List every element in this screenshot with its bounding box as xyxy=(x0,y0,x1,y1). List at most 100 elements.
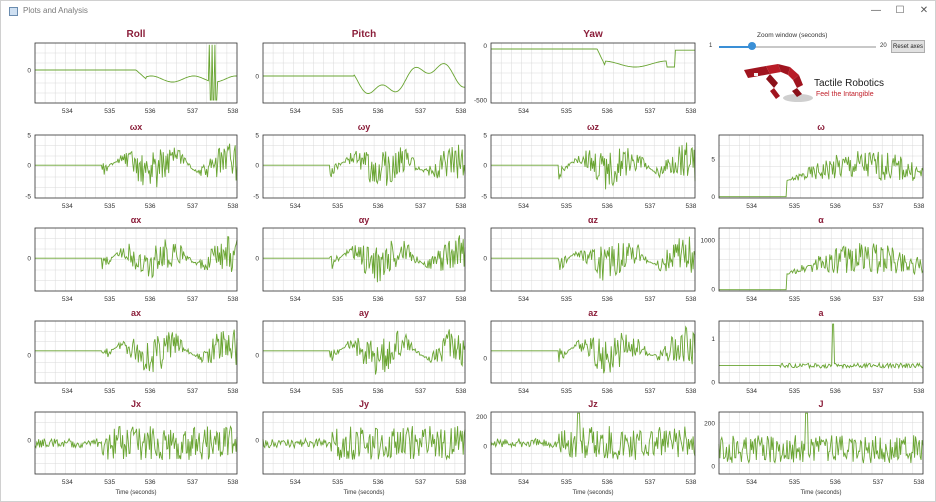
plot-area[interactable]: 534 535 536 537 538 0 xyxy=(255,42,467,115)
series-line xyxy=(491,236,696,281)
x-tick-label: 536 xyxy=(602,479,613,486)
x-tick-label: 538 xyxy=(685,108,696,115)
x-tick-label: 536 xyxy=(830,388,841,395)
plot-frame xyxy=(490,320,696,384)
plot-title: ay xyxy=(358,308,369,318)
plot-a: a 534 535 536 537 538 1 0 xyxy=(711,308,925,395)
plot-area[interactable]: 534 535 536 537 538 0 xyxy=(27,227,239,303)
logo-name: Tactile Robotics xyxy=(814,78,885,89)
zoom-slider-thumb[interactable] xyxy=(748,42,757,50)
plot-frame xyxy=(490,227,696,292)
x-tick-label: 534 xyxy=(518,388,529,395)
plot-area[interactable]: 534 535 536 537 538 5 0 -5 xyxy=(253,133,467,211)
plot-area[interactable]: 534 535 536 537 538 0 xyxy=(483,320,697,395)
plot-area[interactable]: 534 535 536 537 538 0 xyxy=(27,320,239,395)
x-tick-label: 536 xyxy=(145,388,156,395)
plot-area[interactable]: 534 535 536 537 538 5 0 -5 xyxy=(481,133,697,211)
x-tick-label: 538 xyxy=(228,108,239,115)
plot-area[interactable]: 534 535 536 537 538 200 0 Time (seconds) xyxy=(476,411,697,496)
plot-area[interactable]: 534 535 536 537 538 1000 0 xyxy=(701,227,925,303)
x-tick-label: 534 xyxy=(290,108,301,115)
y-tick-label: -500 xyxy=(474,98,487,105)
series-line xyxy=(719,151,924,198)
x-tick-label: 535 xyxy=(332,388,343,395)
x-axis-label: Time (seconds) xyxy=(800,490,841,496)
plot-area[interactable]: 534 535 536 537 538 0 xyxy=(27,42,239,115)
x-tick-label: 536 xyxy=(602,296,613,303)
x-tick-label: 537 xyxy=(645,388,656,395)
plot-jy: Jy 534 535 536 537 538 0 Time (seconds) xyxy=(255,399,467,496)
y-tick-label: -5 xyxy=(25,194,31,201)
plot-area[interactable]: 534 535 536 537 538 0 xyxy=(483,227,697,303)
x-tick-label: 537 xyxy=(187,296,198,303)
zoom-slider-track[interactable] xyxy=(719,46,876,48)
y-tick-label: 0 xyxy=(483,163,487,170)
x-tick-label: 537 xyxy=(873,296,884,303)
x-tick-label: 535 xyxy=(332,479,343,486)
plot-area[interactable]: 534 535 536 537 538 0 Time (seconds) xyxy=(255,411,467,496)
plot-title: ωx xyxy=(129,122,143,132)
plot-area[interactable]: 534 535 536 537 538 0 -500 xyxy=(474,42,697,115)
plot-area[interactable]: 534 535 536 537 538 0 xyxy=(255,227,467,303)
plot-jx: Jx 534 535 536 537 538 0 Time (seconds) xyxy=(27,399,239,496)
x-tick-label: 538 xyxy=(228,296,239,303)
x-tick-label: 537 xyxy=(645,479,656,486)
x-tick-label: 538 xyxy=(456,479,467,486)
x-tick-label: 534 xyxy=(518,203,529,210)
y-tick-label: 0 xyxy=(27,437,31,444)
maximize-button[interactable]: ☐ xyxy=(895,5,905,16)
reset-axes-button[interactable]: Reset axes xyxy=(891,40,925,53)
close-button[interactable]: ✕ xyxy=(919,5,929,16)
x-tick-label: 537 xyxy=(415,296,426,303)
plot-area[interactable]: 534 535 536 537 538 5 0 xyxy=(711,134,925,210)
zoom-max-label: 20 xyxy=(880,43,887,49)
x-tick-label: 538 xyxy=(685,479,696,486)
x-tick-label: 535 xyxy=(104,388,115,395)
zoom-control: Zoom window (seconds) 1 20 Reset axes xyxy=(709,29,929,59)
plot-frame xyxy=(262,134,466,199)
y-tick-label: 0 xyxy=(255,163,259,170)
plot-area[interactable]: 534 535 536 537 538 1 0 xyxy=(711,320,925,395)
plot-area[interactable]: 534 535 536 537 538 0 xyxy=(255,320,467,395)
plot-frame xyxy=(490,134,696,199)
plot-frame xyxy=(262,227,466,292)
series-line xyxy=(491,48,695,68)
x-tick-label: 538 xyxy=(685,203,696,210)
x-tick-label: 535 xyxy=(789,479,800,486)
plot-area[interactable]: 534 535 536 537 538 200 0 Time (seconds) xyxy=(704,411,925,496)
x-tick-label: 535 xyxy=(789,388,800,395)
x-tick-label: 534 xyxy=(746,479,757,486)
plot-area[interactable]: 534 535 536 537 538 0 Time (seconds) xyxy=(27,411,239,496)
y-tick-label: 0 xyxy=(711,463,715,470)
series-line xyxy=(491,325,696,374)
plot-ax_: αx 534 535 536 537 538 0 xyxy=(27,215,239,303)
y-tick-label: 0 xyxy=(255,74,259,81)
x-tick-label: 535 xyxy=(561,203,572,210)
x-tick-label: 537 xyxy=(645,108,656,115)
title-bar: Plots and Analysis — ☐ ✕ xyxy=(1,1,935,23)
x-tick-label: 537 xyxy=(645,203,656,210)
x-tick-label: 534 xyxy=(290,203,301,210)
x-tick-label: 537 xyxy=(415,388,426,395)
x-tick-label: 537 xyxy=(415,479,426,486)
plot-frame xyxy=(34,227,238,292)
plot-wy: ωy 534 535 536 537 538 5 0 -5 xyxy=(253,122,467,211)
x-tick-label: 534 xyxy=(290,388,301,395)
x-tick-label: 538 xyxy=(228,479,239,486)
plot-title: Pitch xyxy=(351,29,377,40)
plot-title: Roll xyxy=(126,29,146,40)
minimize-button[interactable]: — xyxy=(871,5,881,16)
series-line xyxy=(35,236,238,279)
x-tick-label: 534 xyxy=(62,388,73,395)
plot-yaw: Yaw 534 535 536 537 538 0 -500 xyxy=(474,29,697,115)
plot-frame xyxy=(490,411,696,475)
x-tick-label: 538 xyxy=(456,388,467,395)
x-tick-label: 538 xyxy=(913,296,924,303)
y-tick-label: 0 xyxy=(27,353,31,360)
x-tick-label: 535 xyxy=(561,296,572,303)
x-tick-label: 535 xyxy=(561,388,572,395)
x-tick-label: 536 xyxy=(602,203,613,210)
logo-tagline: Feel the Intangible xyxy=(816,91,874,98)
series-line xyxy=(719,243,924,291)
plot-area[interactable]: 534 535 536 537 538 5 0 -5 xyxy=(25,133,239,211)
